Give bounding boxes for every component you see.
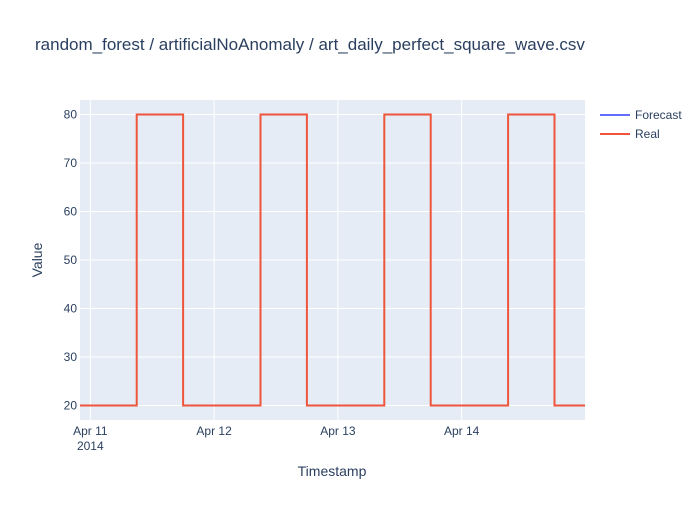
legend[interactable]: Forecast Real [600,108,682,141]
x-tick-label: Apr 12 [196,424,232,438]
series-line-real [80,113,585,407]
y-tick-label: 70 [64,156,78,170]
y-tick-label: 50 [64,253,78,267]
legend-label: Real [635,127,660,141]
legend-item-real[interactable]: Real [600,127,660,141]
y-axis-label: Value [29,242,45,277]
legend-item-forecast[interactable]: Forecast [600,108,682,122]
chart-title: random_forest / artificialNoAnomaly / ar… [35,35,585,54]
x-tick-label: Apr 13 [320,424,356,438]
y-tick-label: 30 [64,350,78,364]
x-tick-sublabel: 2014 [77,439,104,453]
x-tick-label: Apr 14 [444,424,480,438]
y-tick-label: 20 [64,398,78,412]
gridlines [80,100,585,420]
y-axis-ticks: 20 30 40 50 60 70 80 [64,108,78,413]
x-axis-label: Timestamp [298,463,367,479]
x-tick-label: Apr 11 [73,424,108,438]
y-tick-label: 80 [64,108,78,122]
y-tick-label: 60 [64,205,78,219]
y-tick-label: 40 [64,301,78,315]
legend-label: Forecast [635,108,682,122]
series-lines [80,113,585,407]
